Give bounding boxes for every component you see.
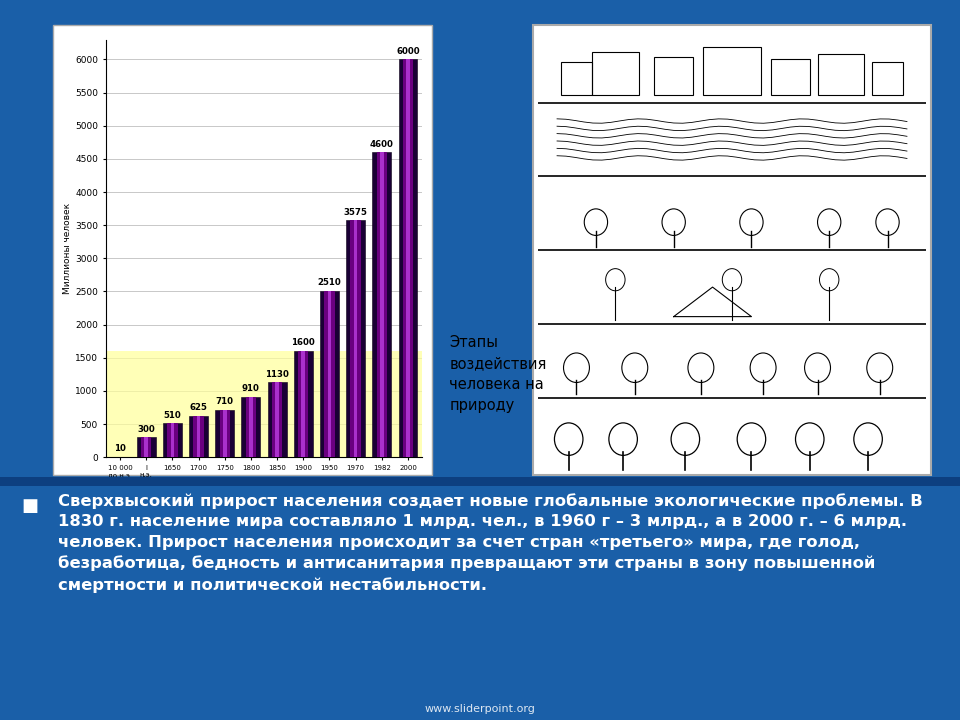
Bar <box>299 351 308 457</box>
Text: Этапы
воздействия
человека на
природу: Этапы воздействия человека на природу <box>449 336 546 413</box>
Bar <box>249 397 252 457</box>
Text: 1130: 1130 <box>265 369 289 379</box>
Bar <box>197 415 201 457</box>
Bar <box>403 60 413 457</box>
Bar <box>171 423 174 457</box>
Bar <box>347 220 365 457</box>
Bar <box>193 415 204 457</box>
Bar <box>141 437 152 457</box>
Y-axis label: Миллионы человек: Миллионы человек <box>63 203 72 294</box>
Bar <box>163 423 181 457</box>
Text: 3575: 3575 <box>344 207 368 217</box>
Bar <box>301 351 305 457</box>
Text: 2510: 2510 <box>318 278 342 287</box>
Text: 4600: 4600 <box>370 140 394 148</box>
Bar <box>294 351 313 457</box>
Bar <box>136 437 156 457</box>
Bar <box>872 62 903 95</box>
Bar <box>268 382 286 457</box>
Bar <box>655 57 693 95</box>
Bar <box>561 62 592 95</box>
Bar <box>350 220 361 457</box>
Text: Сверхвысокий прирост населения создает новые глобальные экологические проблемы. : Сверхвысокий прирост населения создает н… <box>58 493 923 593</box>
Bar <box>106 351 422 457</box>
Bar <box>223 410 227 457</box>
Text: 710: 710 <box>216 397 233 407</box>
Text: 1600: 1600 <box>292 338 315 348</box>
Text: ■: ■ <box>21 497 38 515</box>
Bar <box>592 52 638 95</box>
Bar <box>324 291 335 457</box>
Bar <box>398 60 418 457</box>
Bar <box>376 153 387 457</box>
Text: 300: 300 <box>137 425 156 433</box>
Bar <box>703 48 761 95</box>
Text: 625: 625 <box>190 403 207 412</box>
Text: 6000: 6000 <box>396 47 420 56</box>
Bar <box>242 397 260 457</box>
Text: www.sliderpoint.org: www.sliderpoint.org <box>424 704 536 714</box>
Bar <box>354 220 357 457</box>
Bar <box>167 423 178 457</box>
Text: 910: 910 <box>242 384 260 393</box>
Bar <box>144 437 148 457</box>
Bar <box>380 153 384 457</box>
Bar <box>406 60 410 457</box>
Bar <box>272 382 282 457</box>
Bar <box>320 291 339 457</box>
Text: 510: 510 <box>163 410 181 420</box>
Bar <box>246 397 256 457</box>
Bar <box>215 410 234 457</box>
Bar <box>220 410 229 457</box>
Bar <box>372 153 392 457</box>
Bar <box>771 59 810 95</box>
Bar <box>189 415 208 457</box>
Bar <box>818 55 864 95</box>
Text: 10: 10 <box>114 444 126 453</box>
Bar <box>276 382 279 457</box>
Bar <box>327 291 331 457</box>
